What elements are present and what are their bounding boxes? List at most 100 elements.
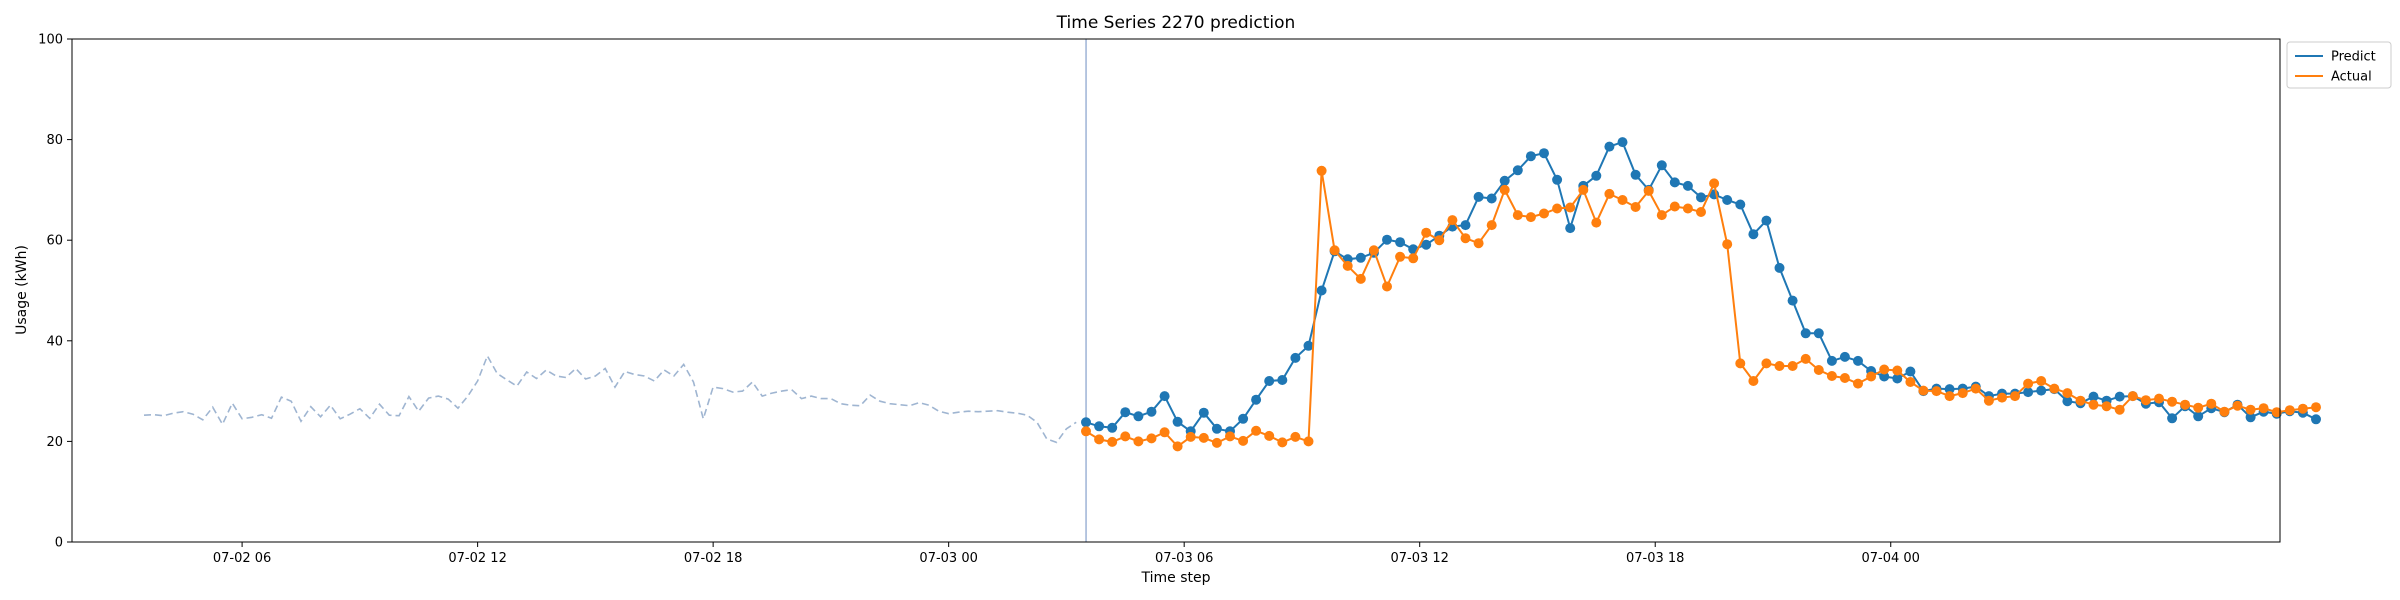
actual-point — [2049, 383, 2060, 394]
predict-point — [1774, 262, 1785, 273]
actual-point — [1774, 361, 1785, 371]
predict-point — [1853, 355, 1863, 366]
x-tick-label: 07-02 12 — [448, 551, 506, 566]
actual-point — [1813, 365, 1824, 375]
actual-point — [2140, 395, 2151, 406]
actual-point — [2010, 391, 2020, 402]
predict-point — [1120, 407, 1131, 418]
axes: 0 20 40 60 80 100 07-02 06 07-02 12 07-02 18 07-0… — [38, 33, 2281, 566]
predict-point — [1905, 366, 1916, 377]
predict-point — [1264, 376, 1275, 386]
predict-point — [1565, 223, 1576, 234]
predict-point — [1630, 169, 1641, 180]
actual-point — [1395, 251, 1406, 262]
actual-point — [2284, 405, 2295, 416]
actual-point — [1512, 210, 1523, 221]
y-tick-label: 100 — [38, 33, 63, 48]
predict-point — [1552, 174, 1563, 185]
actual-point — [2101, 401, 2112, 412]
actual-point — [1277, 437, 1288, 448]
predict-point — [1251, 394, 1262, 405]
predict-point — [2245, 412, 2256, 423]
predict-point — [1696, 192, 1706, 203]
predict-point — [1081, 417, 1091, 428]
predict-point — [2193, 411, 2204, 422]
y-tick-label: 60 — [46, 234, 63, 249]
predict-point — [1800, 328, 1811, 339]
actual-point — [2311, 402, 2321, 413]
predict-point — [1617, 137, 1628, 148]
x-tick-label: 07-02 06 — [213, 551, 271, 566]
actual-point — [2245, 404, 2256, 415]
actual-point — [1866, 371, 1877, 382]
actual-point — [1107, 436, 1118, 447]
actual-point — [1565, 202, 1576, 213]
actual-point — [2154, 393, 2164, 404]
actual-point — [1630, 202, 1641, 212]
actual-point — [2206, 398, 2217, 409]
y-axis-title: Usage (kWh) — [14, 245, 30, 335]
actual-point — [1094, 434, 1105, 445]
actual-point — [1342, 260, 1353, 271]
actual-point — [1081, 426, 1091, 437]
actual-point — [1931, 386, 1942, 397]
history-line — [143, 354, 1077, 444]
actual-point — [1839, 373, 1850, 383]
actual-point — [1238, 435, 1249, 446]
actual-point — [1198, 432, 1209, 443]
actual-point — [2023, 378, 2034, 389]
actual-point — [2127, 391, 2138, 402]
y-tick-label: 80 — [46, 133, 63, 148]
actual-point — [1918, 385, 1929, 396]
plot-area — [143, 39, 2321, 542]
predict-point — [1460, 220, 1471, 231]
actual-point — [1211, 437, 1222, 448]
actual-point — [2036, 376, 2047, 386]
actual-point — [1172, 441, 1183, 452]
actual-point — [1682, 203, 1693, 214]
actual-point — [1997, 392, 2007, 403]
predict-point — [2114, 391, 2125, 402]
predict-point — [1944, 384, 1955, 395]
actual-point — [1735, 358, 1746, 369]
predict-point — [1382, 234, 1392, 245]
actual-point — [1853, 378, 1863, 389]
x-tick-label: 07-03 18 — [1626, 551, 1684, 566]
predict-point — [1290, 352, 1301, 363]
actual-point — [1499, 184, 1510, 195]
actual-point — [1525, 212, 1536, 223]
actual-point — [1368, 245, 1379, 256]
predict-point — [1787, 295, 1798, 306]
actual-point — [1460, 233, 1471, 244]
predict-point — [1826, 355, 1837, 366]
actual-point — [1290, 431, 1301, 442]
predict-point — [1355, 252, 1366, 263]
actual-point — [1983, 395, 1994, 406]
actual-point — [2219, 406, 2230, 417]
predict-point — [2023, 387, 2034, 398]
actual-point — [1382, 281, 1392, 292]
predict-point — [1486, 193, 1497, 204]
actual-point — [1421, 227, 1432, 238]
x-tick-label: 07-02 18 — [684, 551, 742, 566]
predict-point — [1277, 375, 1288, 385]
actual-point — [1591, 217, 1602, 228]
predict-point — [1499, 175, 1510, 186]
predict-point — [1473, 191, 1484, 202]
actual-point — [1879, 364, 1890, 375]
predict-point — [1525, 151, 1536, 162]
y-tick-label: 40 — [46, 334, 63, 349]
predict-point — [1539, 148, 1549, 159]
x-tick-label: 07-03 12 — [1390, 551, 1448, 566]
predict-point — [1094, 421, 1105, 432]
x-tick-label: 07-04 00 — [1862, 551, 1920, 566]
legend-label-predict: Predict — [2331, 50, 2376, 65]
predict-point — [1146, 406, 1157, 417]
predict-point — [1172, 416, 1183, 427]
actual-point — [1447, 215, 1458, 226]
legend-label-actual: Actual — [2331, 70, 2372, 85]
actual-point — [1264, 430, 1275, 441]
actual-point — [1604, 188, 1615, 199]
predict-point — [1303, 340, 1314, 351]
